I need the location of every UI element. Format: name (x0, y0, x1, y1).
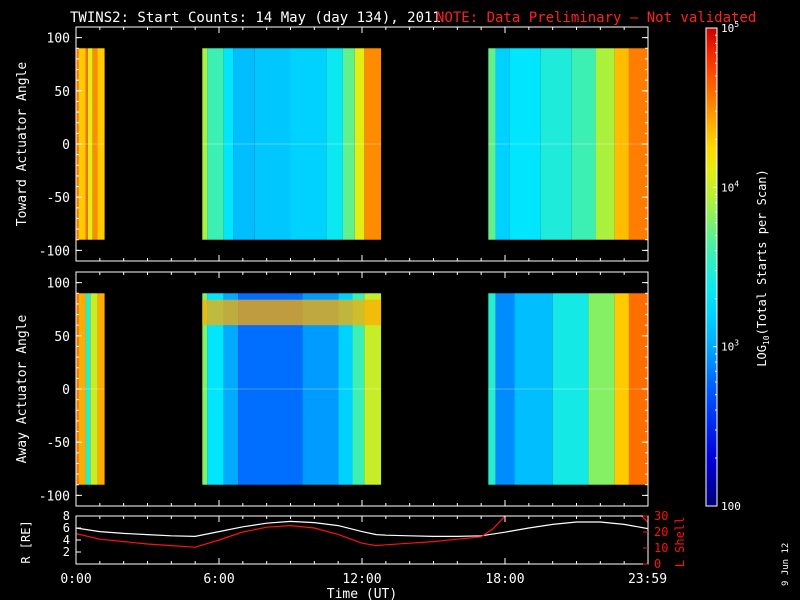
heatmap-cell (571, 48, 596, 240)
ytick-right-label: 10 (654, 541, 668, 555)
heatmap-cell (354, 48, 365, 240)
ytick-label: 2 (63, 545, 70, 559)
heatmap-cell (364, 48, 382, 240)
zero-angle-stripe (202, 388, 382, 390)
ytick-label: 50 (54, 330, 70, 345)
heatmap-cell (202, 293, 208, 485)
ytick-label: 50 (54, 85, 70, 100)
ytick-label: -50 (47, 191, 70, 206)
ytick-label: -50 (47, 436, 70, 451)
colorbar-label-main: LOG (755, 345, 769, 367)
xtick-label: 6:00 (203, 572, 234, 587)
ytick-label: 100 (47, 277, 70, 292)
colorbar-label-rest: (Total Starts per Scan) (755, 169, 769, 335)
ytick-label: -100 (39, 489, 70, 504)
heatmap-cell (514, 293, 553, 485)
ytick-label: 6 (63, 521, 70, 535)
colorbar-tick-label: 104 (721, 179, 739, 194)
zero-angle-stripe (488, 143, 648, 145)
heatmap-cell (338, 293, 353, 485)
heatmap-cell (85, 48, 88, 240)
chart-title: TWINS2: Start Counts: 14 May (day 134), … (70, 10, 441, 26)
heatmap-cell (552, 293, 589, 485)
zero-angle-stripe (488, 388, 648, 390)
heatmap-cell (488, 293, 496, 485)
colorbar-tick-label: 105 (721, 20, 739, 35)
colorbar-label-sub: 10 (762, 335, 771, 345)
zero-angle-stripe (76, 388, 105, 390)
heatmap-cell (97, 293, 105, 485)
ytick-right-label: 0 (654, 557, 661, 571)
heatmap-cell (342, 48, 355, 240)
colorbar-tick-label: 100 (721, 500, 741, 513)
heatmap-cell (628, 293, 648, 485)
radius-ylabel: R [RE] (19, 520, 33, 563)
away-angle-panel: 100 50 0 -50 -100 (39, 271, 649, 507)
heatmap-cell (92, 48, 98, 240)
xtick-label: 18:00 (485, 572, 524, 587)
heatmap-cell (87, 48, 93, 240)
heatmap-cell (326, 48, 343, 240)
away-angle-ylabel: Away Actuator Angle (15, 314, 30, 463)
heatmap-cell (595, 48, 615, 240)
colorbar: 105 104 103 100 (705, 20, 741, 513)
heatmap-cell (352, 293, 365, 485)
heatmap-cell (202, 48, 208, 240)
xtick-label: 12:00 (342, 572, 381, 587)
heatmap-cell (90, 293, 98, 485)
heatmap-cell (614, 48, 629, 240)
heatmap-cell (364, 293, 382, 485)
heatmap-cell (233, 48, 255, 240)
heatmap-cell (540, 48, 572, 240)
ytick-label: 100 (47, 32, 70, 47)
heatmap-cell (628, 48, 648, 240)
enhanced-band (202, 299, 382, 326)
toward-angle-ylabel: Toward Actuator Angle (15, 62, 30, 227)
heatmap-cell (488, 48, 496, 240)
ytick-label: -100 (39, 244, 70, 259)
ytick-label: 8 (63, 509, 70, 523)
toward-angle-panel: 100 50 0 -50 -100 (39, 26, 649, 262)
xtick-label: 23:59 (628, 572, 667, 587)
heatmap-cell (97, 48, 105, 240)
heatmap-cell (85, 293, 91, 485)
lshell-ylabel: L Shell (673, 517, 687, 568)
colorbar-tick-label: 103 (721, 339, 739, 354)
ytick-label: 4 (63, 533, 70, 547)
colorbar-label: LOG10(Total Starts per Scan) (755, 169, 771, 367)
time-xlabel: Time (UT) (327, 587, 397, 600)
radius-line (76, 520, 648, 538)
ytick-right-label: 20 (654, 525, 668, 539)
heatmap-cell (290, 48, 327, 240)
ytick-label: 0 (62, 138, 70, 153)
heatmap-cell (223, 48, 234, 240)
colorbar-gradient (705, 27, 718, 507)
heatmap-cell (588, 293, 615, 485)
data-note: NOTE: Data Preliminary — Not validated (436, 10, 756, 26)
heatmap-cell (207, 293, 224, 485)
heatmap-cell (495, 48, 510, 240)
zero-angle-stripe (76, 143, 105, 145)
radius-ylabel-text: R [RE] (19, 520, 33, 563)
xtick-label: 0:00 (60, 572, 91, 587)
heatmap-cell (207, 48, 224, 240)
ytick-label: 0 (62, 383, 70, 398)
footer-date: 9 Jun 12 (781, 543, 791, 586)
heatmap-cell (223, 293, 239, 485)
heatmap-cell (254, 48, 291, 240)
ytick-right-label: 30 (654, 509, 668, 523)
zero-angle-stripe (202, 143, 382, 145)
heatmap-cell (614, 293, 629, 485)
lshell-line (76, 516, 648, 548)
heatmap-cell (495, 293, 515, 485)
heatmap-cell (509, 48, 541, 240)
